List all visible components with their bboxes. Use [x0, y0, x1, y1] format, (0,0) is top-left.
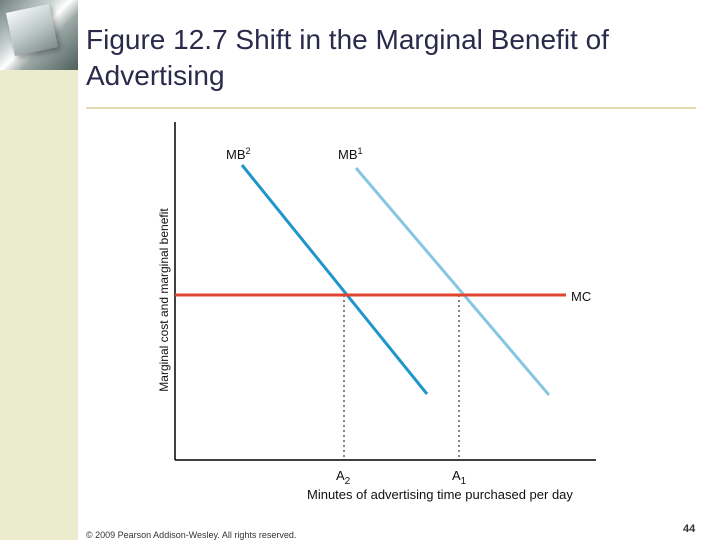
copyright-notice: © 2009 Pearson Addison-Wesley. All right… — [86, 530, 297, 540]
title-divider — [86, 107, 696, 109]
mb1-label: MB1 — [338, 146, 363, 162]
page-number: 44 — [683, 523, 696, 535]
y-axis-label: Marginal cost and marginal benefit — [157, 208, 171, 392]
mb1-curve — [354, 167, 551, 396]
a2-label: A2 — [336, 468, 351, 487]
mb2-label: MB2 — [226, 146, 251, 162]
x-axis-label: Minutes of advertising time purchased pe… — [307, 487, 573, 502]
a1-label: A1 — [452, 468, 467, 487]
slide-title: Figure 12.7 Shift in the Marginal Benefi… — [86, 24, 609, 91]
mc-label: MC — [571, 289, 591, 304]
slide-sidebar — [0, 0, 78, 540]
cube-logo — [0, 0, 78, 70]
mb2-curve — [240, 164, 429, 395]
